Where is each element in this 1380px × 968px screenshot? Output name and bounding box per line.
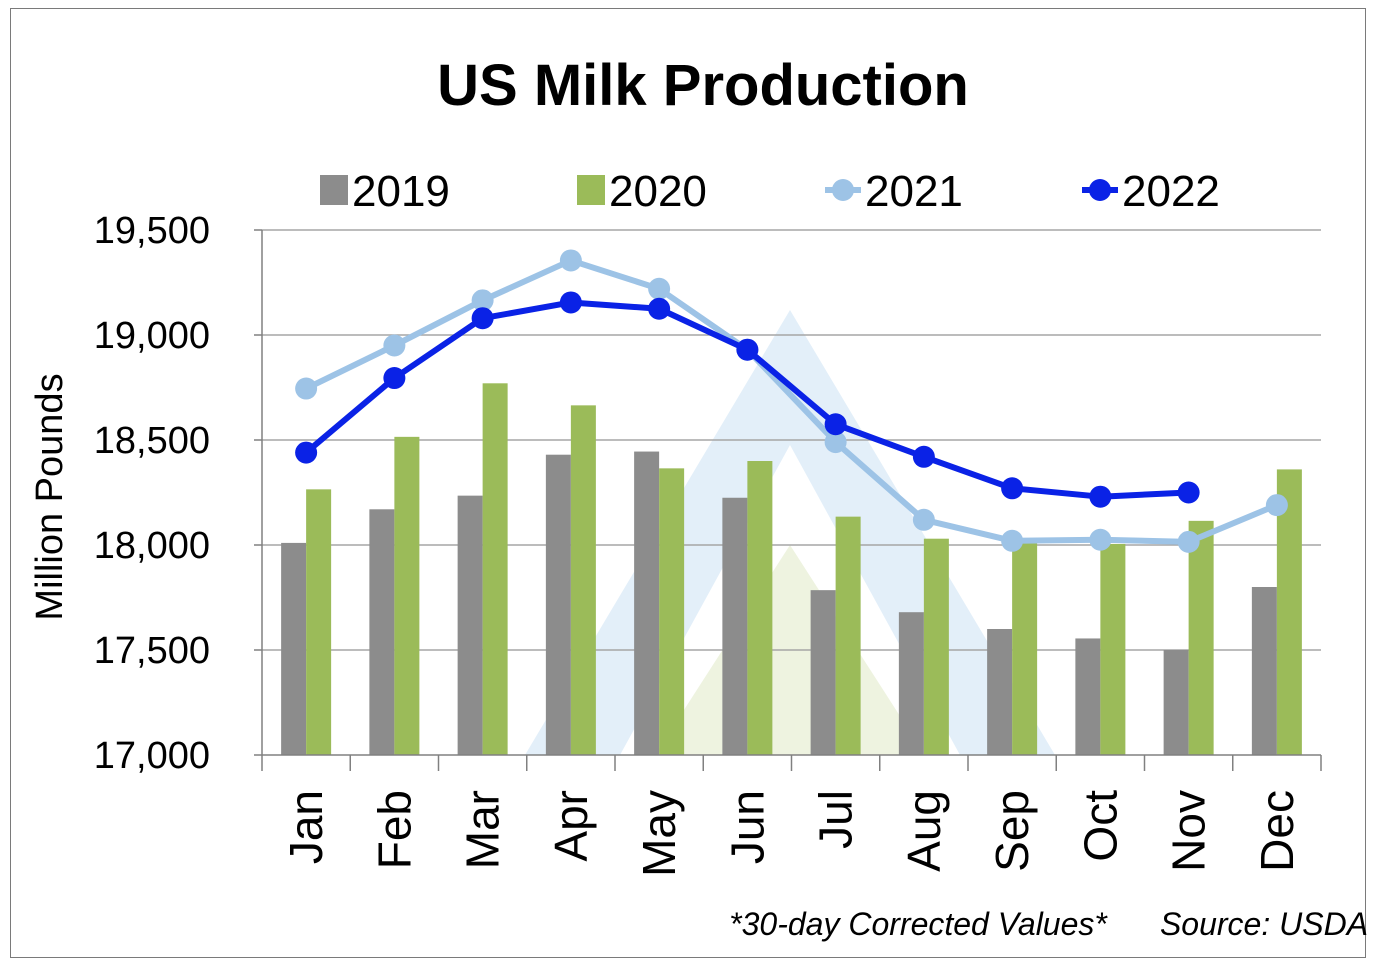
legend-swatch-2019: [320, 175, 348, 205]
point-2021-May: [648, 277, 671, 300]
point-2022-Jun: [736, 338, 759, 361]
legend-marker-2021: [832, 179, 854, 201]
point-2021-Sep: [1001, 529, 1024, 552]
bar-2020-Apr: [570, 405, 596, 755]
x-tick-label-Feb: Feb: [368, 790, 420, 869]
point-2021-Apr: [559, 249, 582, 272]
bar-2019-Aug: [898, 612, 924, 755]
point-2021-Jan: [295, 377, 318, 400]
x-tick-label-Mar: Mar: [457, 790, 509, 869]
bar-2019-May: [634, 451, 660, 755]
bar-2020-Nov: [1188, 520, 1214, 755]
bar-2020-Feb: [394, 436, 420, 755]
bar-2019-Oct: [1075, 638, 1101, 755]
point-2022-Nov: [1177, 481, 1200, 504]
legend-swatch-2020: [577, 175, 605, 205]
x-tick-label-Jan: Jan: [280, 790, 332, 864]
legend-label-2021: 2021: [865, 167, 963, 216]
chart-title: US Milk Production: [437, 53, 969, 118]
corrected-values-note: *30-day Corrected Values*: [729, 906, 1108, 942]
legend-label-2020: 2020: [609, 167, 707, 216]
bar-2020-May: [659, 468, 685, 755]
bar-series: [281, 383, 1302, 755]
legend-marker-2022: [1089, 179, 1111, 201]
x-tick-label-Jul: Jul: [810, 790, 862, 849]
bar-2019-Feb: [369, 509, 395, 755]
point-2022-Apr: [559, 291, 582, 314]
y-tick-label-19,000: 19,000: [94, 315, 210, 357]
legend-label-2019: 2019: [352, 167, 450, 216]
point-2021-Aug: [912, 508, 935, 531]
point-2021-Feb: [383, 334, 406, 357]
point-2022-Jul: [824, 413, 847, 436]
bar-2020-Oct: [1100, 543, 1126, 755]
y-tick-label-17,500: 17,500: [94, 630, 210, 672]
x-tick-label-Aug: Aug: [898, 790, 950, 872]
bar-2019-Nov: [1163, 650, 1189, 755]
bar-2019-Apr: [545, 454, 571, 755]
point-2021-Mar: [471, 289, 494, 312]
point-2022-Aug: [912, 445, 935, 468]
y-tick-labels: 17,000 17,500 18,000 18,500 19,000 19,500: [94, 210, 210, 777]
x-tick-label-Nov: Nov: [1163, 790, 1215, 872]
legend: 2019 2020 2021 2022: [320, 167, 1220, 216]
x-tick-label-Jun: Jun: [721, 790, 773, 864]
y-tick-label-17,000: 17,000: [94, 735, 210, 777]
bar-2020-Jun: [747, 461, 773, 755]
x-tick-labels: Jan Feb Mar Apr May Jun Jul Aug Sep Oct Nov Dec: [280, 790, 1303, 877]
bar-2019-Jun: [722, 497, 748, 755]
bar-2019-Mar: [457, 495, 483, 755]
x-tick-label-Apr: Apr: [545, 790, 597, 862]
bar-2019-Sep: [987, 629, 1013, 755]
bar-2020-Dec: [1276, 469, 1302, 755]
point-2022-Mar: [471, 307, 494, 330]
bar-2020-Jan: [306, 489, 332, 755]
y-tick-label-18,500: 18,500: [94, 420, 210, 462]
point-2021-Oct: [1089, 528, 1112, 551]
x-tick-label-May: May: [633, 790, 685, 877]
point-2022-Feb: [383, 367, 406, 390]
y-axis-label: Million Pounds: [29, 373, 71, 620]
bar-2020-Aug: [923, 538, 949, 755]
bar-2020-Mar: [482, 383, 508, 755]
bar-2019-Dec: [1251, 587, 1277, 755]
point-2022-Jan: [295, 441, 318, 464]
source-note: Source: USDA: [1160, 906, 1368, 942]
point-2021-Nov: [1177, 530, 1200, 553]
bar-2020-Sep: [1012, 542, 1038, 755]
x-tick-label-Oct: Oct: [1074, 790, 1126, 862]
line-2021: [304, 257, 1279, 545]
legend-label-2022: 2022: [1122, 167, 1220, 216]
bar-2019-Jan: [281, 542, 307, 755]
point-2022-May: [648, 297, 671, 320]
y-tick-label-19,500: 19,500: [94, 210, 210, 252]
bar-2019-Jul: [810, 590, 836, 755]
point-2021-Jul: [824, 431, 847, 454]
x-tick-label-Sep: Sep: [986, 790, 1038, 872]
point-2022-Sep: [1001, 477, 1024, 500]
line-series: [295, 249, 1288, 553]
point-2021-Dec: [1265, 494, 1288, 517]
y-tick-label-18,000: 18,000: [94, 525, 210, 567]
axes: [254, 229, 1322, 771]
point-2022-Oct: [1089, 485, 1112, 508]
x-tick-label-Dec: Dec: [1251, 790, 1303, 872]
grid-lines: [262, 229, 1321, 651]
bar-2020-Jul: [835, 516, 861, 755]
